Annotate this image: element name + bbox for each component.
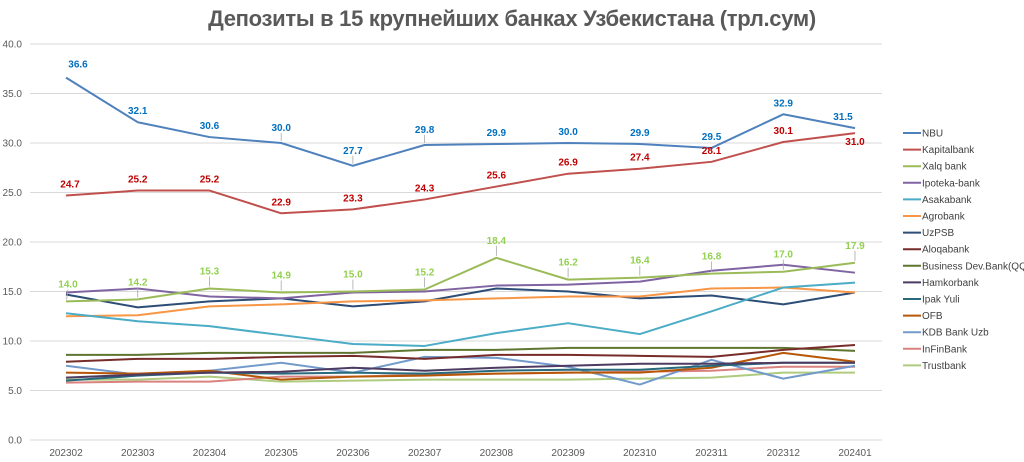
data-label: 16.8 [702, 252, 722, 263]
x-tick-label: 202306 [336, 448, 370, 459]
legend-label: Business Dev.Bank(QQB) [922, 261, 1024, 272]
legend-label: Kapitalbank [922, 145, 975, 156]
series-line-uzpsb [65, 287, 856, 309]
series-line-xalq-bank [65, 256, 856, 303]
legend-label: UzPSB [922, 228, 955, 239]
series-line-trustbank [66, 371, 855, 383]
data-label: 17.9 [845, 241, 865, 252]
series-line-agrobank [65, 286, 856, 318]
data-label: 27.4 [630, 153, 650, 164]
y-tick-label: 10.0 [3, 337, 23, 348]
y-tick-label: 5.0 [8, 386, 22, 397]
x-tick-label: 202401 [838, 448, 872, 459]
legend-label: Xalq bank [922, 162, 967, 173]
data-label: 15.0 [343, 270, 363, 281]
legend-label: Ipak Yuli [922, 295, 960, 306]
series-line-nbu [65, 76, 856, 167]
legend-label: OFB [922, 311, 943, 322]
data-label: 30.0 [558, 127, 578, 138]
data-label: 28.1 [702, 146, 722, 157]
data-label: 30.6 [200, 121, 220, 132]
x-tick-label: 202311 [695, 448, 728, 459]
series-line-kapitalbank [65, 132, 856, 215]
data-label: 30.0 [271, 123, 291, 134]
data-label: 29.8 [415, 125, 435, 136]
data-label: 23.3 [343, 193, 363, 204]
data-label: 15.2 [415, 268, 435, 279]
data-label: 29.5 [702, 132, 722, 143]
series-line-ipoteka-bank [65, 263, 856, 300]
chart-title: Депозиты в 15 крупнейших банках Узбекист… [208, 6, 816, 31]
data-label: 24.3 [415, 183, 435, 194]
data-label: 14.0 [58, 279, 78, 290]
data-label: 36.6 [68, 60, 88, 71]
data-label: 27.7 [343, 146, 363, 157]
y-tick-label: 25.0 [3, 188, 23, 199]
legend-label: Hamkorbank [922, 278, 980, 289]
y-tick-label: 20.0 [3, 238, 23, 249]
data-label: 30.1 [774, 126, 794, 137]
y-tick-label: 30.0 [3, 139, 23, 150]
x-tick-label: 202309 [551, 448, 585, 459]
x-tick-label: 202304 [193, 448, 227, 459]
x-tick-label: 202308 [480, 448, 514, 459]
series-line-business-dev-bank-qqb- [66, 346, 856, 356]
data-label: 31.5 [833, 112, 853, 123]
data-label: 32.1 [128, 106, 148, 117]
x-tick-label: 202312 [767, 448, 801, 459]
data-label: 16.2 [558, 258, 578, 269]
data-label: 14.2 [128, 277, 148, 288]
y-tick-label: 40.0 [3, 40, 23, 51]
data-label: 25.2 [128, 175, 148, 186]
x-tick-label: 202310 [623, 448, 657, 459]
series-line-aloqabank [65, 343, 856, 363]
data-label: 18.4 [487, 236, 507, 247]
series-line-asakabank [65, 281, 856, 347]
data-label: 25.2 [200, 175, 220, 186]
data-label-leader [66, 289, 69, 300]
legend-label: KDB Bank Uzb [922, 328, 989, 339]
data-label: 17.0 [774, 250, 794, 261]
x-tick-label: 202305 [264, 448, 298, 459]
data-label: 24.7 [60, 179, 80, 190]
y-tick-label: 35.0 [3, 89, 23, 100]
data-label: 14.9 [271, 270, 291, 281]
data-label: 16.4 [630, 256, 650, 267]
legend-label: Agrobank [922, 212, 966, 223]
x-tick-label: 202303 [121, 448, 155, 459]
data-label: 29.9 [487, 128, 507, 139]
data-label: 25.6 [487, 171, 507, 182]
data-label: 22.9 [271, 197, 291, 208]
y-tick-label: 15.0 [3, 287, 23, 298]
data-label: 32.9 [774, 98, 794, 109]
data-label: 15.3 [200, 267, 220, 278]
legend-label: Asakabank [922, 195, 972, 206]
legend-label: InFinBank [922, 344, 968, 355]
legend-label: NBU [922, 129, 943, 140]
data-label: 31.0 [845, 137, 865, 148]
data-label: 26.9 [558, 158, 578, 169]
data-label: 29.9 [630, 128, 650, 139]
legend-label: Ipoteka-bank [922, 178, 981, 189]
x-tick-label: 202302 [49, 448, 83, 459]
y-tick-label: 0.0 [8, 436, 22, 447]
series-line-hamkorbank [65, 361, 855, 379]
legend-label: Trustbank [922, 361, 967, 372]
x-tick-label: 202307 [408, 448, 442, 459]
legend-label: Aloqabank [922, 245, 970, 256]
